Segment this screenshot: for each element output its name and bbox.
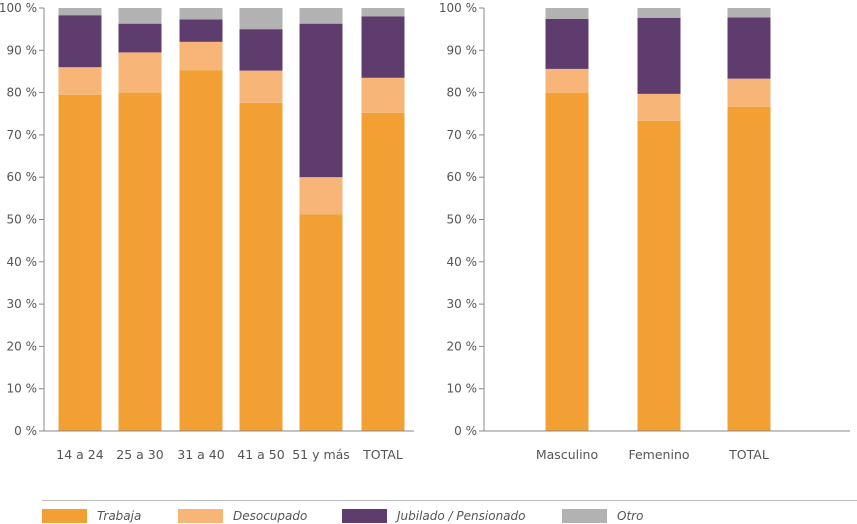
y-tick-label: 70 % [7,128,38,142]
bar-desocupado-femenino [637,93,681,121]
y-tick-label: 50 % [7,213,38,227]
legend-item-trabaja: Trabaja [42,509,141,523]
legend-item-desocupado: Desocupado [178,509,307,523]
bar-trabaja-masculino [545,93,589,431]
y-tick-label: 80 % [447,86,478,100]
bar-otro-41-a-50 [239,8,283,30]
bar-jubilado-pensionado-25-a-30 [118,23,162,53]
bar-otro-25-a-30 [118,8,162,24]
bar-jubilado-pensionado-41-a-50 [239,29,283,71]
bar-trabaja-51-y-m-s [299,214,343,431]
y-tick-label: 0 % [454,424,477,438]
x-tick-label: Femenino [628,447,689,462]
legend-label-trabaja: Trabaja [97,509,142,523]
legend-label-otro: Otro [617,509,644,523]
chart-panel-right: 0 % 10 % 20 % 30 % 40 % 50 % 60 % 70 % 80 % 90 % 1… [439,1,850,462]
bar-desocupado-total [361,77,405,113]
legend-item-jubilado: Jubilado / Pensionado [342,509,525,523]
bar-desocupado-masculino [545,68,589,94]
bar-jubilado-pensionado-total [727,17,771,79]
bar-otro-total [361,8,405,17]
y-tick-label: 90 % [447,43,478,57]
bar-jubilado-pensionado-masculino [545,18,589,69]
y-tick-label: 100 % [439,1,477,15]
bar-trabaja-41-a-50 [239,102,283,431]
x-tick-label: Masculino [536,447,598,462]
bar-desocupado-31-a-40 [179,41,223,71]
x-tick-label: TOTAL [362,447,403,462]
bar-jubilado-pensionado-31-a-40 [179,19,223,42]
bar-desocupado-total [727,78,771,107]
legend-label-jubilado: Jubilado / Pensionado [397,509,526,523]
legend-item-otro: Otro [562,509,643,523]
y-tick-label: 60 % [7,170,38,184]
y-tick-label: 50 % [447,213,478,227]
bar-jubilado-pensionado-total [361,16,405,78]
y-tick-label: 20 % [447,339,478,353]
bar-desocupado-14-a-24 [58,67,102,95]
y-tick-label: 40 % [447,255,478,269]
x-tick-label: 31 a 40 [177,447,224,462]
y-tick-label: 0 % [14,424,37,438]
y-tick-label: 80 % [7,86,38,100]
bar-desocupado-25-a-30 [118,52,162,93]
bar-otro-femenino [637,8,681,18]
bar-jubilado-pensionado-51-y-m-s [299,23,343,178]
legend-swatch-desocupado [178,509,223,523]
bar-jubilado-pensionado-femenino [637,17,681,94]
chart-canvas: 0 % 10 % 20 % 30 % 40 % 50 % 60 % 70 % 80 % 90 % 1… [0,1,850,462]
y-tick-label: 30 % [7,297,38,311]
x-tick-label: 51 y más [292,447,350,462]
bar-desocupado-41-a-50 [239,70,283,103]
bar-otro-masculino [545,8,589,19]
bar-trabaja-14-a-24 [58,94,102,431]
legend-swatch-trabaja [42,509,87,523]
y-tick-label: 10 % [447,382,478,396]
legend-divider [42,500,857,501]
legend: Trabaja Desocupado Jubilado / Pensionado… [0,500,857,524]
x-tick-label: TOTAL [728,447,769,462]
bar-otro-14-a-24 [58,8,102,16]
bar-otro-31-a-40 [179,8,223,20]
y-tick-label: 10 % [7,382,38,396]
x-tick-label: 14 a 24 [56,447,103,462]
y-tick-label: 30 % [447,297,478,311]
bar-otro-51-y-m-s [299,8,343,24]
bar-trabaja-31-a-40 [179,70,223,431]
chart-panel-left: 0 % 10 % 20 % 30 % 40 % 50 % 60 % 70 % 80 % 90 % 1… [0,1,414,462]
legend-swatch-otro [562,509,607,523]
bar-trabaja-femenino [637,120,681,431]
legend-swatch-jubilado [342,509,387,523]
y-tick-label: 100 % [0,1,37,15]
bar-trabaja-total [361,112,405,432]
y-tick-label: 90 % [7,43,38,57]
bar-desocupado-51-y-m-s [299,177,343,215]
bar-jubilado-pensionado-14-a-24 [58,15,102,68]
y-tick-label: 40 % [7,255,38,269]
y-tick-label: 70 % [447,128,478,142]
bar-trabaja-25-a-30 [118,92,162,431]
y-tick-label: 20 % [7,339,38,353]
legend-label-desocupado: Desocupado [233,509,308,523]
bar-otro-total [727,8,771,18]
bar-trabaja-total [727,106,771,432]
x-tick-label: 25 a 30 [116,447,163,462]
y-tick-label: 60 % [447,170,478,184]
x-tick-label: 41 a 50 [237,447,284,462]
